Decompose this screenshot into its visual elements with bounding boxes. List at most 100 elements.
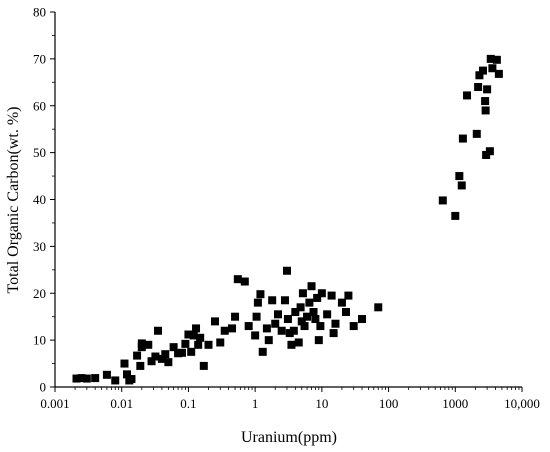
data-point: [463, 91, 472, 100]
data-point: [277, 326, 286, 335]
data-point: [488, 64, 497, 73]
data-point: [455, 172, 464, 181]
y-tick-label: 40: [33, 192, 46, 207]
data-point: [204, 340, 213, 349]
data-point: [341, 308, 350, 316]
data-point: [494, 69, 503, 78]
data-point: [189, 331, 198, 340]
x-tick-label: 10,000: [504, 396, 540, 411]
data-point: [358, 315, 367, 324]
data-point: [192, 324, 201, 333]
data-point: [458, 134, 467, 143]
y-tick-label: 20: [33, 286, 46, 301]
data-point: [82, 374, 91, 383]
data-point: [297, 317, 306, 326]
y-tick-label: 50: [33, 145, 46, 160]
data-point: [481, 97, 490, 106]
data-point: [283, 315, 292, 324]
y-tick-label: 10: [33, 333, 46, 348]
data-point: [133, 351, 142, 360]
data-point: [72, 374, 81, 383]
data-point: [252, 312, 261, 321]
data-point: [120, 359, 129, 368]
data-point: [123, 370, 131, 379]
y-tick-label: 80: [33, 5, 46, 20]
data-point: [305, 298, 314, 307]
data-point: [127, 375, 136, 384]
y-axis-title: Total Organic Carbon(wt. %): [5, 107, 22, 294]
data-point: [220, 326, 229, 335]
data-point: [285, 329, 294, 338]
data-point: [181, 339, 190, 348]
x-axis-title: Uranium(ppm): [241, 429, 337, 446]
x-tick-label: 0.001: [40, 396, 69, 411]
data-point: [187, 347, 196, 356]
data-point: [282, 266, 291, 275]
data-point: [256, 290, 265, 299]
data-point: [196, 333, 205, 342]
data-point: [161, 350, 170, 359]
data-point: [438, 196, 447, 205]
data-point: [296, 303, 305, 312]
data-point: [151, 352, 160, 361]
data-point: [199, 361, 208, 370]
data-point: [472, 129, 481, 138]
x-tick-label: 100: [379, 396, 399, 411]
data-point: [327, 291, 336, 300]
x-tick-label: 1000: [442, 396, 468, 411]
data-point: [303, 312, 312, 321]
data-point: [309, 308, 318, 316]
data-point: [273, 310, 282, 319]
axes: 0.001 0.01 0.1 1 10 100 1000 10,000 0 10 20 30 40 50 6…: [33, 5, 540, 412]
x-tick-label: 1: [252, 396, 259, 411]
data-point: [316, 322, 325, 331]
data-point: [244, 322, 253, 331]
data-point: [216, 338, 225, 347]
data-point: [177, 348, 186, 357]
data-point: [349, 322, 358, 331]
data-point: [311, 315, 320, 324]
data-point: [169, 343, 178, 352]
x-tick-label: 0.01: [110, 396, 133, 411]
data-point: [194, 340, 203, 349]
data-point: [474, 83, 483, 91]
data-point: [323, 310, 332, 319]
data-point: [184, 330, 193, 339]
data-point: [264, 336, 273, 345]
data-point: [329, 329, 338, 338]
data-point: [111, 376, 120, 385]
data-point: [317, 289, 326, 298]
data-point: [262, 324, 271, 333]
data-point: [91, 374, 100, 383]
data-point: [77, 374, 86, 383]
data-point: [154, 326, 163, 335]
data-point: [478, 66, 487, 75]
data-point: [483, 85, 492, 94]
data-point: [300, 322, 309, 331]
data-point: [307, 282, 316, 291]
y-tick-label: 60: [33, 98, 46, 113]
data-point: [294, 338, 303, 347]
data-point: [228, 324, 237, 333]
data-point: [144, 340, 153, 349]
data-point: [157, 354, 166, 363]
data-point: [137, 339, 146, 348]
data-point: [337, 298, 346, 307]
data-point: [291, 308, 300, 316]
data-point: [251, 331, 260, 340]
data-point: [374, 303, 383, 312]
data-point: [486, 54, 495, 63]
x-tick-label: 10: [315, 396, 328, 411]
data-point: [457, 181, 466, 190]
data-points: [72, 54, 503, 385]
data-point: [147, 357, 156, 366]
data-point: [481, 106, 490, 115]
y-tick-label: 70: [33, 51, 46, 66]
y-tick-label: 0: [40, 380, 47, 395]
data-point: [314, 336, 323, 345]
data-point: [268, 296, 277, 305]
data-point: [258, 347, 267, 356]
data-point: [344, 291, 353, 300]
data-point: [492, 55, 501, 64]
